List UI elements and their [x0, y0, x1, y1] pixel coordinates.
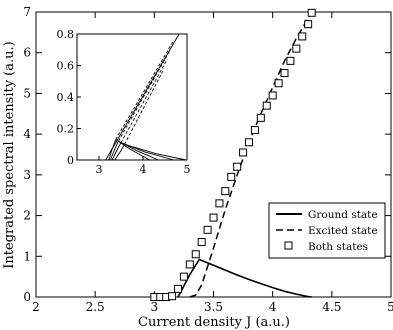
- data-point-both-states: [280, 69, 289, 78]
- inset-x-tick-label: 5: [184, 163, 191, 176]
- y-tick-label: 1: [23, 249, 31, 263]
- data-point-both-states: [179, 272, 188, 281]
- main-y-ticks: 0 1 2 3 4 5 6 7: [23, 5, 391, 304]
- x-tick-label: 3.5: [204, 300, 223, 314]
- data-point-both-states: [209, 213, 218, 222]
- data-point-both-states: [245, 138, 253, 147]
- x-tick-label: 3: [151, 300, 159, 314]
- data-point-both-states: [168, 292, 177, 301]
- legend: Ground state Excited state Both states: [268, 202, 386, 259]
- data-point-both-states: [307, 8, 316, 17]
- data-point-both-states: [304, 20, 313, 29]
- x-tick-label: 4: [269, 300, 277, 314]
- y-tick-label: 7: [23, 5, 31, 19]
- x-tick-label: 4.5: [322, 300, 341, 314]
- main-series-group: [150, 8, 316, 301]
- data-point-both-states: [239, 148, 248, 157]
- inset-y-tick-label: 0: [67, 154, 74, 167]
- main-plot: 2 2.5 3 3.5 4 4.5 5 0 1 2 3 4 5 6 7 Current density J…: [2, 5, 393, 330]
- series-both-states: [150, 8, 316, 301]
- x-tick-label: 5: [387, 300, 393, 314]
- data-point-both-states: [174, 284, 182, 293]
- inset-line-solid: [109, 140, 119, 161]
- legend-swatch-both-states: [284, 241, 293, 250]
- legend-label-ground-state: Ground state: [308, 209, 378, 221]
- inset-y-tick-label: 0.8: [57, 28, 75, 41]
- data-point-both-states: [197, 238, 206, 247]
- inset-y-tick-label: 0.6: [57, 60, 75, 73]
- data-point-both-states: [292, 44, 301, 53]
- legend-label-both-states: Both states: [308, 241, 368, 253]
- inset-line-dashed: [118, 49, 171, 142]
- inset-line-dashed: [124, 68, 165, 145]
- data-point-both-states: [250, 126, 259, 135]
- data-point-both-states: [262, 101, 271, 110]
- inset-line-dashed: [115, 40, 175, 140]
- inset-y-ticks: 0 0.2 0.4 0.6 0.8: [57, 28, 81, 167]
- y-axis-label: Integrated spectral intensity (a.u.): [2, 41, 17, 268]
- y-tick-label: 0: [23, 290, 31, 304]
- data-point-both-states: [233, 162, 242, 171]
- data-point-both-states: [185, 260, 194, 269]
- inset-line-solid: [114, 144, 125, 161]
- inset-x-tick-label: 4: [140, 163, 147, 176]
- data-point-both-states: [221, 187, 230, 196]
- series-line-ground-state: [177, 258, 312, 298]
- y-tick-label: 4: [23, 127, 31, 141]
- legend-label-excited-state: Excited state: [308, 225, 378, 237]
- data-point-both-states: [274, 79, 283, 88]
- y-tick-label: 6: [23, 46, 31, 60]
- inset-line-solid: [124, 143, 187, 161]
- data-point-both-states: [215, 199, 224, 208]
- data-point-both-states: [268, 91, 277, 100]
- inset-line-solid: [111, 142, 122, 161]
- series-line-excited-state: [189, 12, 313, 298]
- inset-x-ticks: 3 4 5: [96, 156, 191, 176]
- inset-x-tick-label: 3: [96, 163, 103, 176]
- inset-line-dashed: [120, 58, 168, 143]
- main-x-ticks: 2 2.5 3 3.5 4 4.5 5: [32, 12, 393, 314]
- y-tick-label: 3: [23, 168, 31, 182]
- y-tick-label: 2: [23, 209, 31, 223]
- data-point-both-states: [256, 113, 265, 122]
- inset-line-solid: [105, 33, 180, 161]
- x-tick-label: 2.5: [86, 300, 105, 314]
- inset-line-solid: [108, 139, 117, 161]
- data-point-both-states: [191, 250, 200, 259]
- y-tick-label: 5: [23, 86, 31, 100]
- data-point-both-states: [298, 32, 307, 41]
- x-tick-label: 2: [32, 300, 40, 314]
- inset-y-tick-label: 0.2: [57, 123, 75, 136]
- inset-y-tick-label: 0.4: [57, 91, 75, 104]
- data-point-both-states: [286, 56, 295, 65]
- data-point-both-states: [227, 172, 236, 181]
- data-point-both-states: [203, 225, 212, 234]
- inset-plot: 3 4 5 0 0.2 0.4 0.6 0.8: [57, 28, 191, 176]
- x-axis-label: Current density J (a.u.): [138, 315, 290, 330]
- inset-lines-group: [105, 33, 187, 161]
- inset-background: [77, 34, 187, 160]
